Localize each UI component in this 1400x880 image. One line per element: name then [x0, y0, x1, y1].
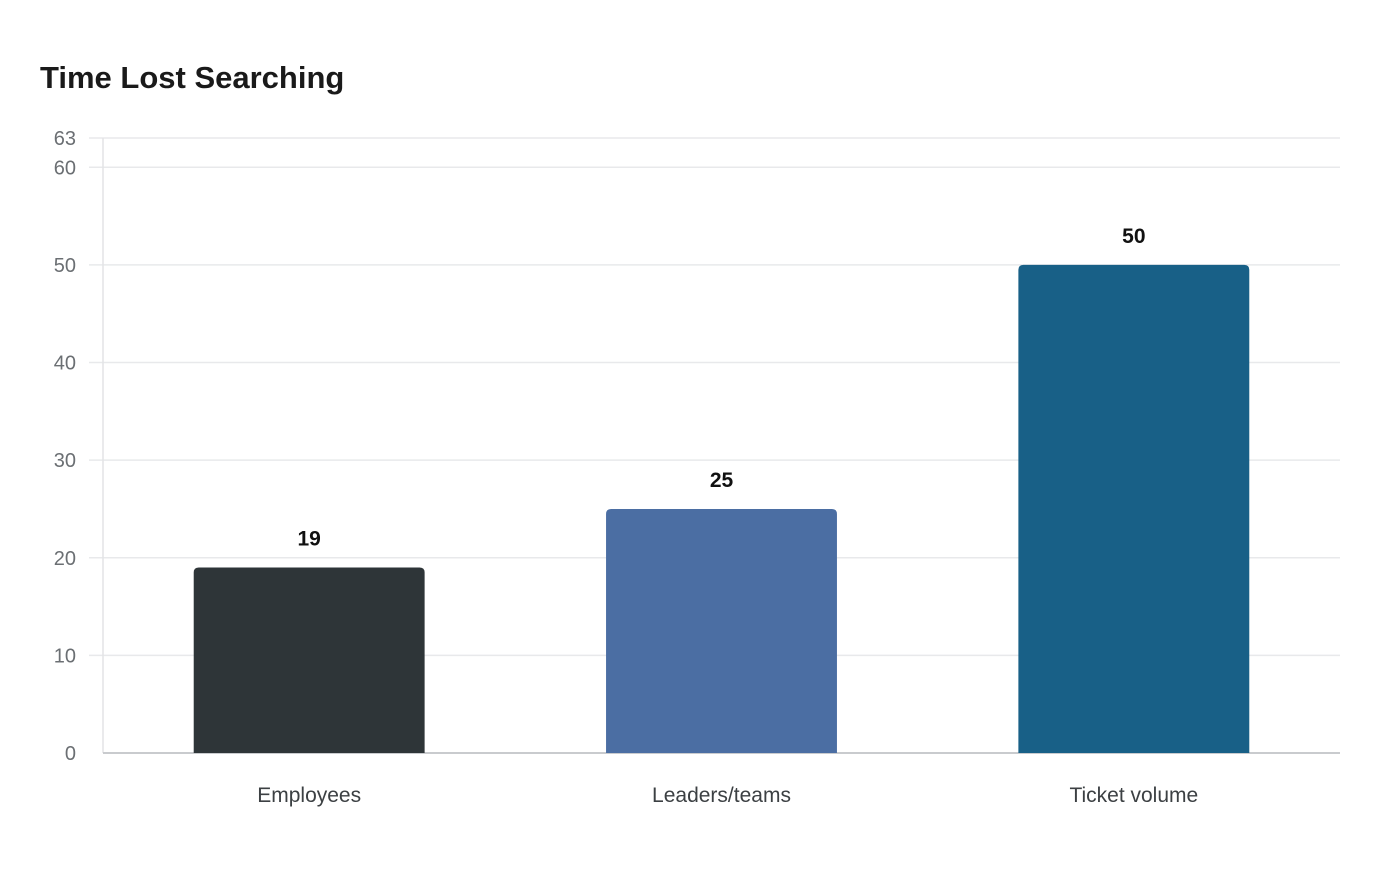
y-tick-label: 0	[65, 743, 76, 765]
bar-employees	[193, 567, 425, 753]
y-tick-label: 50	[54, 255, 76, 277]
bar-value-label: 50	[1122, 225, 1145, 248]
y-tick-label: 10	[54, 645, 76, 667]
bars	[193, 264, 1250, 753]
y-tick-label: 20	[54, 548, 76, 570]
chart-title: Time Lost Searching	[40, 60, 345, 95]
x-axis-categories: Employees Leaders/teams Ticket volume	[257, 784, 1198, 807]
y-tick-label: 40	[54, 353, 76, 375]
bar-value-label: 19	[297, 528, 320, 551]
y-axis-ticks: 0 10 20 30 40 50 60 63	[54, 128, 76, 765]
y-tick-label: 60	[54, 157, 76, 179]
data-labels: 19 25 50	[297, 225, 1145, 551]
y-tick-label: 30	[54, 450, 76, 472]
y-tick-label: 63	[54, 128, 76, 150]
bar-value-label: 25	[710, 469, 734, 492]
x-category-label: Employees	[257, 784, 361, 807]
bar-leaders-teams	[606, 508, 837, 753]
bar-ticket-volume	[1018, 264, 1250, 753]
x-category-label: Leaders/teams	[652, 784, 791, 807]
x-category-label: Ticket volume	[1069, 784, 1198, 807]
